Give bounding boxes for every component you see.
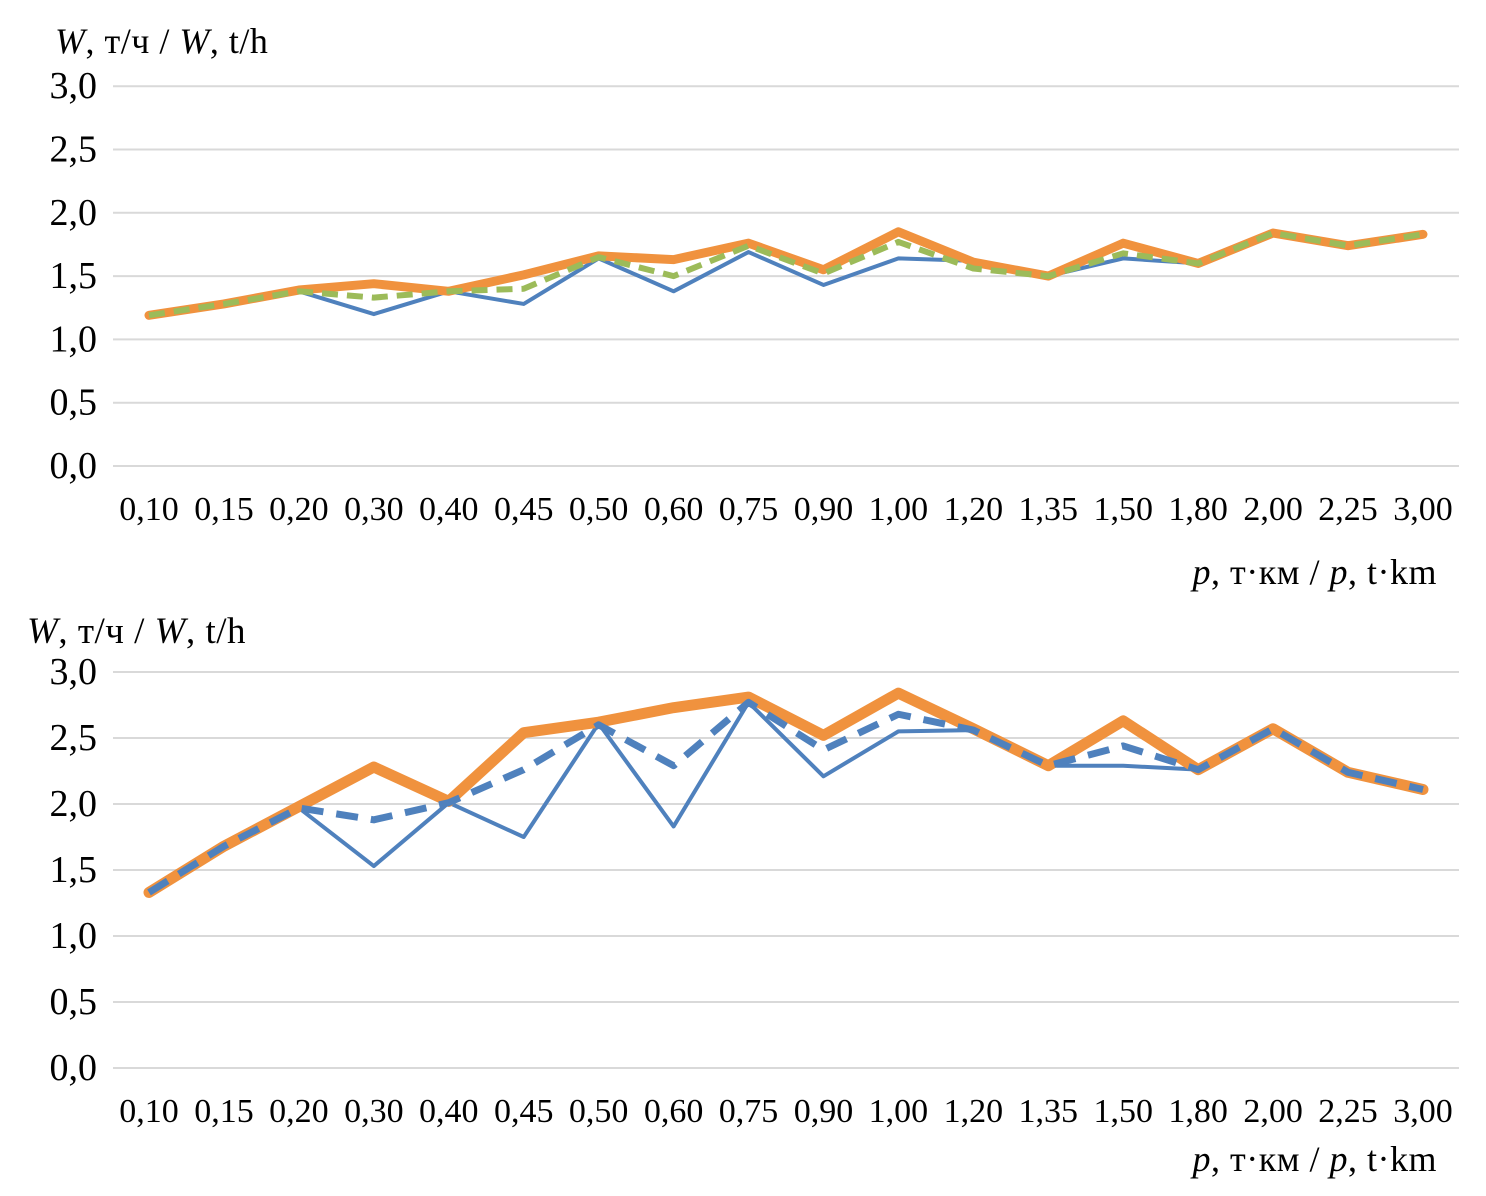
x-tick-label: 0,50 [569,491,629,528]
y-tick-label: 1,0 [50,318,98,360]
label-segment: , т/ч / [58,611,155,652]
x-tick-label: 3,00 [1393,491,1453,528]
x-tick-label: 0,20 [269,1093,329,1130]
y-tick-label: 2,5 [50,129,98,171]
y-tick-label: 0,0 [50,1047,98,1089]
x-tick-label: 1,50 [1093,1093,1153,1130]
label-segment: W [27,611,59,652]
label-segment: W [55,21,86,61]
x-tick-label: 0,60 [644,491,704,528]
y-tick-label: 3,0 [50,651,98,693]
x-tick-label: 0,90 [794,1093,854,1130]
y-tick-label: 0,5 [50,981,98,1023]
x-tick-label: 0,30 [344,491,404,528]
label-segment: , t/h [186,611,247,652]
x-tick-label: 0,75 [719,491,779,528]
label-segment: p [1329,552,1348,592]
x-tick-label: 0,15 [194,491,254,528]
x-tick-label: 1,20 [944,1093,1004,1130]
label-segment: p [1192,1139,1211,1179]
x-tick-label: 0,60 [644,1093,704,1130]
y-tick-label: 0,0 [50,445,98,487]
x-tick-label: 0,10 [119,491,179,528]
y-tick-label: 1,0 [50,915,98,957]
x-tick-label: 1,20 [944,491,1004,528]
y-tick-label: 2,0 [50,783,98,825]
x-tick-label: 0,45 [494,491,554,528]
x-tick-label: 3,00 [1393,1093,1453,1130]
x-tick-label: 0,40 [419,1093,479,1130]
y-tick-label: 1,5 [50,849,98,891]
top-chart-x-axis-title: p, т·км / p, t·km [1193,551,1438,593]
x-tick-label: 1,35 [1019,1093,1079,1130]
thick-dashed-blue-line [147,698,1424,896]
x-tick-label: 2,25 [1318,1093,1378,1130]
x-tick-label: 0,20 [269,491,329,528]
x-tick-label: 0,90 [794,491,854,528]
label-segment: , t/h [209,21,269,61]
label-segment: , т/ч / [85,21,180,61]
top-chart: 3,0 2,5 2,0 1,5 1,0 0,5 0,0 0,10 0,15 0,20 0,30 0,4… [50,65,1459,528]
thin-solid-blue-line [147,700,1425,895]
x-tick-label: 2,25 [1318,491,1378,528]
x-tick-label: 1,50 [1093,491,1153,528]
bottom-chart-x-axis-title: p, т·км / p, t·km [1193,1138,1438,1180]
bottom-chart: 3,0 2,5 2,0 1,5 1,0 0,5 0,0 0,10 0,15 0,20 0,30 0,4… [50,651,1459,1130]
y-tick-label: 0,5 [50,382,98,424]
x-tick-label: 0,15 [194,1093,254,1130]
bottom-chart-y-axis-title: W, т/ч / W, t/h [27,610,246,653]
x-tick-label: 0,45 [494,1093,554,1130]
label-segment: p [1192,552,1211,592]
y-tick-label: 1,5 [50,255,98,297]
x-tick-label: 1,80 [1168,491,1228,528]
x-tick-label: 0,10 [119,1093,179,1130]
y-tick-label: 3,0 [50,65,98,107]
x-tick-label: 1,80 [1168,1093,1228,1130]
label-segment: , т·км / [1211,552,1330,592]
x-tick-label: 1,00 [869,491,929,528]
label-segment: p [1329,1139,1348,1179]
label-segment: , т·км / [1211,1139,1330,1179]
dashed-green-line [148,230,1424,319]
x-tick-label: 0,75 [719,1093,779,1130]
label-segment: W [154,611,186,652]
y-tick-label: 2,5 [50,717,98,759]
top-chart-y-axis-title: W, т/ч / W, t/h [55,20,268,62]
x-tick-label: 0,40 [419,491,479,528]
x-tick-label: 2,00 [1243,491,1303,528]
x-tick-label: 1,35 [1019,491,1079,528]
label-segment: W [179,21,210,61]
label-segment: , t·km [1348,552,1437,592]
label-segment: , t·km [1348,1139,1437,1179]
thick-solid-orange-line [143,687,1429,898]
x-tick-label: 0,50 [569,1093,629,1130]
y-tick-label: 2,0 [50,192,98,234]
x-tick-label: 2,00 [1243,1093,1303,1130]
x-tick-label: 0,30 [344,1093,404,1130]
x-tick-label: 1,00 [869,1093,929,1130]
